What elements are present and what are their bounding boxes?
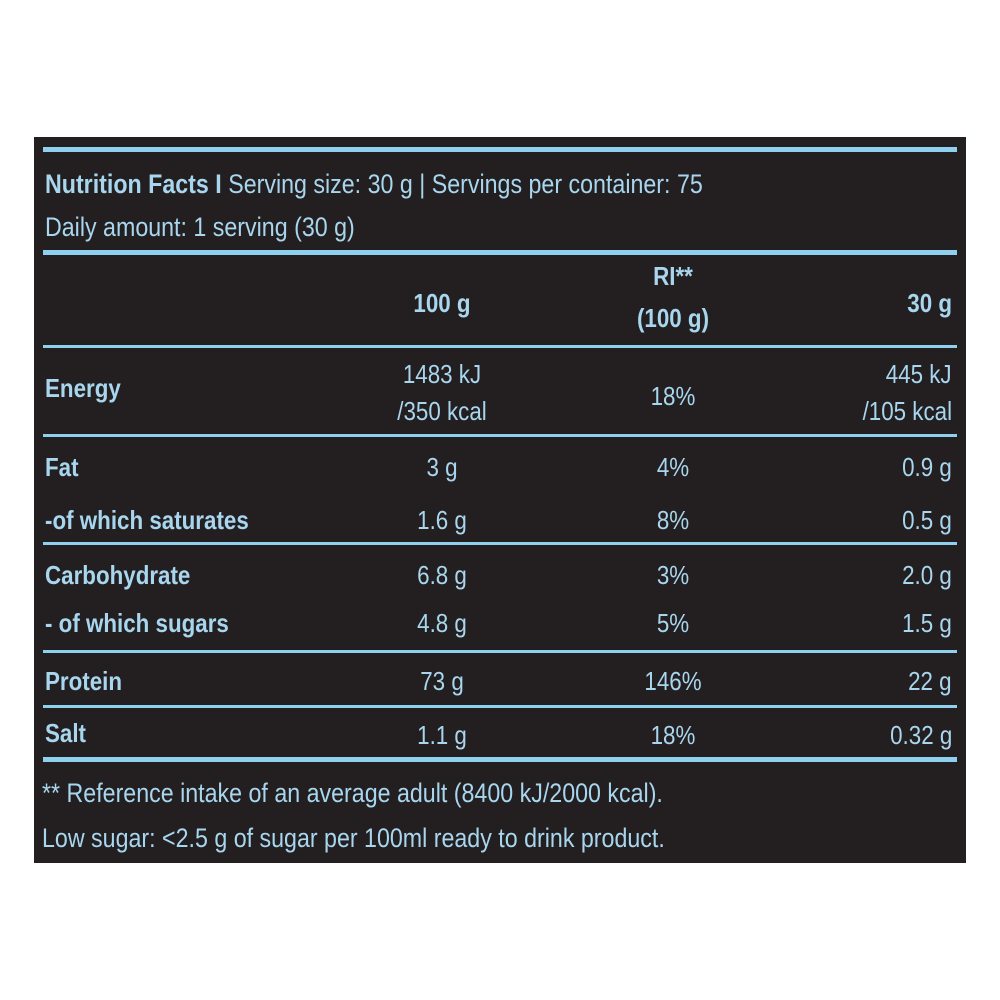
salt-ri: 18% [650, 720, 696, 750]
fat-ri: 4% [656, 452, 690, 482]
column-header-ri-sub: (100 g) [636, 303, 710, 333]
energy-ri: 18% [650, 381, 696, 411]
fat-100g: 3 g [426, 452, 458, 482]
fat-rule [43, 542, 957, 545]
saturates-30g: 0.5 g [902, 505, 952, 535]
row-label-fat: Fat [45, 452, 79, 482]
protein-30g: 22 g [908, 666, 952, 696]
protein-100g: 73 g [420, 666, 464, 696]
footnote-low-sugar: Low sugar: <2.5 g of sugar per 100ml rea… [42, 823, 665, 853]
energy-100g-kj: 1483 kJ [402, 359, 482, 389]
column-header-rule [43, 345, 957, 348]
carbohydrate-rule [43, 650, 957, 653]
saturates-ri: 8% [656, 505, 690, 535]
sugars-ri: 5% [656, 608, 690, 638]
protein-ri: 146% [644, 666, 702, 696]
salt-rule [43, 757, 957, 762]
salt-30g: 0.32 g [889, 720, 952, 750]
footnote-reference-intake: ** Reference intake of an average adult … [42, 778, 663, 808]
row-label-protein: Protein [45, 666, 123, 696]
header-line-1: Nutrition Facts I Serving size: 30 g | S… [45, 171, 703, 198]
carbohydrate-30g: 2.0 g [902, 560, 952, 590]
serving-info: Serving size: 30 g | Servings per contai… [228, 169, 703, 199]
column-header-100g: 100 g [413, 288, 471, 318]
sugars-100g: 4.8 g [417, 608, 467, 638]
carbohydrate-ri: 3% [656, 560, 690, 590]
fat-30g: 0.9 g [902, 452, 952, 482]
daily-amount: Daily amount: 1 serving (30 g) [45, 212, 355, 242]
protein-rule [43, 705, 957, 708]
saturates-100g: 1.6 g [417, 505, 467, 535]
energy-rule [43, 434, 957, 437]
row-label-carbohydrate: Carbohydrate [45, 560, 191, 590]
energy-30g-kj: 445 kJ [886, 359, 952, 389]
carbohydrate-100g: 6.8 g [417, 560, 467, 590]
row-label-salt: Salt [45, 718, 87, 748]
header-rule [43, 250, 957, 255]
energy-100g-kcal: /350 kcal [397, 396, 487, 426]
sugars-30g: 1.5 g [902, 608, 952, 638]
nutrition-facts-panel: Nutrition Facts I Serving size: 30 g | S… [34, 137, 966, 863]
nutrition-facts-title: Nutrition Facts I [45, 169, 222, 199]
column-header-30g: 30 g [907, 288, 952, 318]
column-header-ri: RI** [653, 261, 693, 291]
row-label-sugars: - of which sugars [45, 608, 229, 638]
energy-30g-kcal: /105 kcal [862, 396, 952, 426]
row-label-energy: Energy [45, 373, 121, 403]
top-rule [43, 147, 957, 152]
salt-100g: 1.1 g [417, 720, 467, 750]
row-label-saturates: -of which saturates [45, 505, 249, 535]
